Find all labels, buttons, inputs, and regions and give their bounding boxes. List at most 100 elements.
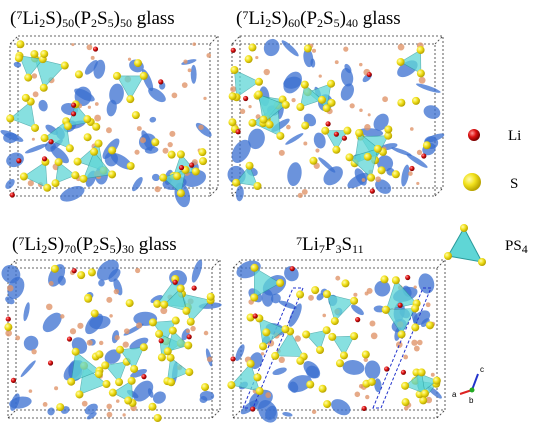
s-atom [71,171,79,179]
p-density [335,60,339,64]
li-atom [10,192,15,197]
li-atom [401,370,406,375]
s-atom [108,170,116,178]
p-density [163,148,169,154]
p-density [60,314,64,318]
s-atom [134,59,142,67]
li-density [13,61,22,68]
p-density [265,392,271,398]
s-atom [382,306,390,314]
p-density [115,335,120,340]
li-atom [71,103,76,108]
s-atom [255,78,263,86]
s-atom [362,351,370,359]
li-atom [409,166,414,171]
p-density [364,124,370,130]
p-density [375,176,381,182]
li-density [37,99,49,112]
li-atom [250,406,255,411]
s-atom [319,385,327,393]
s-atom [16,40,24,48]
s-atom [177,150,185,158]
s-atom [108,146,116,154]
s-atom [460,224,468,232]
s-atom [149,403,157,411]
p-density [91,56,95,60]
text-segment: 40 [346,16,358,30]
p-density [312,410,316,414]
s-atom [115,378,123,386]
panel-title: (7Li2S)60(P2S5)40 glass [236,8,401,30]
s-atom [402,398,410,406]
li-density [151,173,160,182]
li-atom [398,303,403,308]
li-density [280,38,300,58]
li-atom [334,132,339,137]
p-density [353,293,357,297]
s-atom [253,373,261,381]
p-density [312,49,316,53]
s-atom [301,122,309,130]
text-segment: Li [302,234,319,255]
panel-title: (7Li2S)70(P2S5)30 glass [12,234,177,256]
p-density [414,346,420,352]
s-atom [198,148,206,156]
p-density [43,402,48,407]
s-atom [51,265,59,273]
legend-label: S [510,176,518,192]
li-density [149,116,157,123]
s-atom [40,50,48,58]
p-density [298,193,303,198]
s-atom [15,54,23,62]
legend-label: Li [508,128,521,144]
s-atom [248,44,256,52]
li-density [261,36,282,58]
li-density [320,162,347,189]
p-density [183,60,187,64]
text-segment: (P [76,234,93,255]
li-atom [326,121,331,126]
s-atom [192,167,200,175]
s-atom [426,321,434,329]
s-atom [172,317,180,325]
s-atom [113,72,121,80]
li-density [69,334,90,356]
s-atom [116,346,124,354]
s-atom [84,295,92,303]
p-density [134,150,139,155]
li-atom [355,317,360,322]
p-density [368,113,371,116]
li-atom [189,163,194,168]
ps4-tetrahedron [386,308,415,334]
s-atom [343,127,351,135]
li-atom [230,356,235,361]
p-density [207,357,212,362]
li-atom [173,280,178,285]
p-density [29,389,33,393]
s-atom [316,346,324,354]
p-density [382,96,388,102]
li-atom [93,46,98,51]
p-density [137,126,142,131]
s-atom [318,96,326,104]
p-density [33,91,39,97]
text-segment: S) [271,8,288,29]
s-atom [22,94,30,102]
p-density [248,105,251,108]
p-density [308,295,314,301]
p-density [302,189,308,195]
p-density [408,171,413,176]
s-atom [182,307,190,315]
li-atom [71,111,76,116]
s-atom [246,162,254,170]
s-atom [109,389,117,397]
p-density [140,137,146,143]
s-atom [228,118,236,126]
li-atom [384,366,389,371]
s-atom [332,146,340,154]
s-atom [229,92,237,100]
s-atom [380,275,388,283]
s-atom [350,297,358,305]
s-atom [24,74,32,82]
s-atom [323,326,331,334]
